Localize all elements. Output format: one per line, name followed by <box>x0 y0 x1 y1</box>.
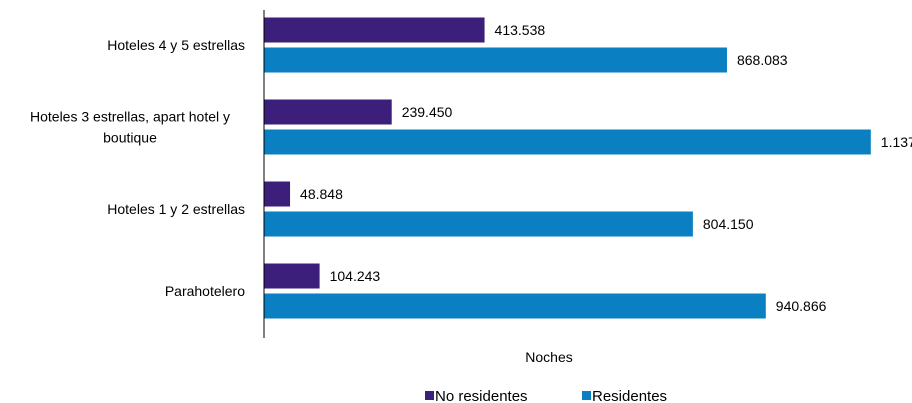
bar-residentes-1 <box>264 129 871 155</box>
data-label-residentes-1: 1.137.749 <box>881 134 912 150</box>
category-label-0-line-0: Hoteles 4 y 5 estrellas <box>107 37 245 53</box>
bars-layer <box>264 17 871 319</box>
category-label-3-line-0: Parahotelero <box>165 283 245 299</box>
category-label-1-line-1: boutique <box>103 130 157 146</box>
bar-no-residentes-2 <box>264 181 291 207</box>
data-label-no-residentes-3: 104.243 <box>330 268 381 284</box>
legend-swatch-residentes <box>582 391 591 400</box>
data-label-residentes-0: 868.083 <box>737 52 788 68</box>
legend-label-no-residentes: No residentes <box>435 388 528 403</box>
data-label-residentes-2: 804.150 <box>703 216 754 232</box>
legend: No residentes Residentes <box>425 388 667 403</box>
category-label-1-line-0: Hoteles 3 estrellas, apart hotel y <box>30 109 230 125</box>
bar-no-residentes-1 <box>264 99 392 125</box>
category-label-2-line-0: Hoteles 1 y 2 estrellas <box>107 201 245 217</box>
bar-residentes-0 <box>264 47 727 73</box>
bar-residentes-2 <box>264 211 693 237</box>
bar-no-residentes-3 <box>264 263 320 289</box>
data-label-no-residentes-2: 48.848 <box>300 186 343 202</box>
data-label-no-residentes-0: 413.538 <box>495 22 546 38</box>
legend-swatch-no-residentes <box>425 391 434 400</box>
bar-no-residentes-0 <box>264 17 485 43</box>
data-label-no-residentes-1: 239.450 <box>402 104 453 120</box>
x-axis-title: Noches <box>525 349 572 365</box>
bar-residentes-3 <box>264 293 766 319</box>
labels-layer: 413.538 868.083 Hoteles 4 y 5 estrellas 239… <box>30 22 912 314</box>
data-label-residentes-3: 940.866 <box>776 298 827 314</box>
legend-label-residentes: Residentes <box>592 388 667 403</box>
